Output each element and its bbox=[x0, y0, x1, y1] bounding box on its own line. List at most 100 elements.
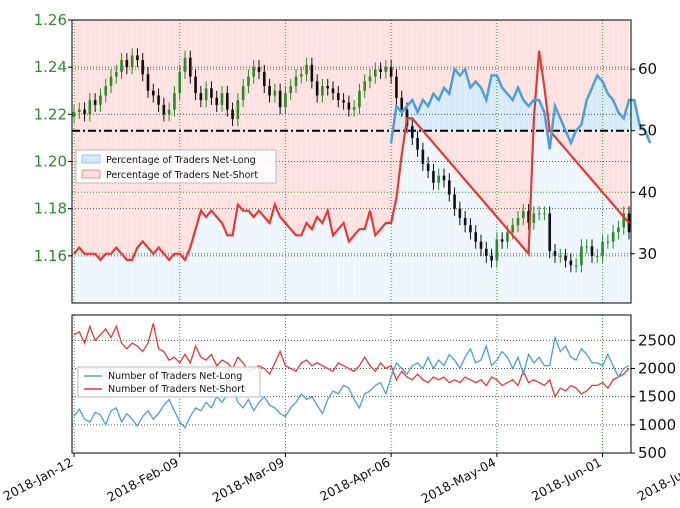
price-candle bbox=[151, 90, 155, 96]
price-candle bbox=[611, 232, 615, 242]
pct-tick-label: 60 bbox=[638, 60, 657, 78]
price-candle bbox=[315, 81, 319, 96]
price-candle bbox=[215, 97, 219, 105]
price-candle bbox=[252, 67, 256, 77]
price-candle bbox=[543, 213, 546, 215]
price-candle bbox=[321, 86, 324, 96]
legend-label-long: Percentage of Traders Net-Long bbox=[106, 155, 256, 166]
price-candle bbox=[210, 88, 213, 98]
x-tick-label: 2018-Apr-06 bbox=[317, 454, 392, 504]
price-candle bbox=[336, 93, 340, 101]
price-candle bbox=[125, 60, 129, 68]
price-candle bbox=[310, 64, 314, 82]
price-candle bbox=[458, 208, 462, 219]
price-candle bbox=[88, 100, 92, 115]
legend-label-count-short: Number of Traders Net-Short bbox=[108, 384, 245, 395]
price-candle bbox=[352, 107, 356, 110]
price-candle bbox=[93, 100, 97, 105]
legend-label-short: Percentage of Traders Net-Short bbox=[106, 170, 258, 181]
bottom-frame bbox=[71, 314, 632, 454]
count-long-line bbox=[73, 335, 630, 429]
count-tick-label: 2000 bbox=[638, 360, 676, 378]
pct-tick-label: 40 bbox=[638, 183, 657, 201]
price-candle bbox=[537, 213, 541, 215]
legend-box bbox=[77, 366, 261, 398]
price-candle bbox=[299, 74, 303, 77]
price-candle bbox=[157, 95, 160, 105]
price-candle bbox=[490, 255, 493, 261]
price-candle bbox=[368, 76, 372, 82]
price-candle bbox=[326, 86, 330, 89]
count-tick-label: 1500 bbox=[638, 388, 676, 406]
price-candle bbox=[437, 175, 441, 183]
net-short-line bbox=[73, 50, 630, 262]
price-candle bbox=[421, 149, 425, 164]
price-candle bbox=[400, 97, 404, 110]
price-candle bbox=[479, 241, 483, 249]
price-candle bbox=[305, 64, 308, 75]
price-candle bbox=[194, 76, 197, 94]
price-candle bbox=[173, 93, 176, 110]
bottom-legend: Number of Traders Net-Long Number of Trad… bbox=[77, 366, 261, 398]
x-tick-label: 2018-Jun-01 bbox=[529, 454, 604, 503]
price-candle bbox=[199, 93, 203, 101]
price-candle bbox=[262, 71, 266, 87]
price-candle bbox=[432, 170, 435, 183]
price-candle bbox=[426, 163, 430, 171]
price-candle bbox=[284, 93, 287, 108]
price-tick-label: 1.16 bbox=[34, 247, 67, 265]
price-candle bbox=[225, 93, 229, 110]
count-tick-label: 2500 bbox=[638, 331, 676, 349]
price-candle bbox=[564, 255, 567, 261]
price-candle bbox=[500, 239, 504, 242]
price-candle bbox=[130, 55, 134, 68]
price-candle bbox=[273, 90, 277, 96]
price-candle bbox=[548, 213, 552, 252]
legend-swatch-long bbox=[81, 154, 101, 164]
net-long-highlight bbox=[391, 69, 651, 150]
price-candle bbox=[373, 69, 377, 77]
price-candle bbox=[527, 211, 530, 223]
price-candle bbox=[77, 109, 81, 112]
price-candle bbox=[506, 232, 509, 242]
x-tick-label: 2018-Feb-09 bbox=[104, 454, 181, 504]
price-candle bbox=[463, 218, 467, 226]
price-tick-label: 1.26 bbox=[34, 11, 67, 29]
price-candle bbox=[590, 246, 594, 256]
price-candle bbox=[617, 227, 620, 233]
price-candle bbox=[416, 137, 419, 150]
price-candle bbox=[99, 95, 102, 105]
price-candle bbox=[453, 194, 456, 209]
top-legend: Percentage of Traders Net-Long Percentage… bbox=[75, 149, 277, 184]
price-candle bbox=[442, 175, 446, 181]
price-candle bbox=[569, 260, 573, 266]
count-short-line bbox=[73, 323, 630, 399]
top-panel: 1.16 1.18 1.20 1.22 1.24 1.26 30 40 50 60 Percenta… bbox=[34, 11, 657, 304]
price-candle bbox=[146, 74, 150, 91]
price-candle bbox=[558, 255, 562, 257]
legend-label-count-long: Number of Traders Net-Long bbox=[108, 371, 242, 382]
price-candle bbox=[141, 60, 145, 75]
price-candle bbox=[474, 232, 478, 242]
price-candle bbox=[511, 225, 515, 233]
price-candle bbox=[447, 180, 451, 195]
price-candle bbox=[553, 251, 557, 256]
price-candle bbox=[220, 93, 224, 105]
price-candle bbox=[109, 76, 113, 87]
price-tick-label: 1.20 bbox=[34, 153, 67, 171]
price-candle bbox=[268, 86, 271, 96]
count-tick-label: 500 bbox=[638, 444, 667, 462]
price-candle bbox=[347, 102, 351, 110]
price-candle bbox=[363, 81, 367, 91]
price-candle bbox=[241, 86, 245, 101]
x-tick-label: 2018-Jan-12 bbox=[1, 454, 76, 503]
price-candle bbox=[574, 265, 578, 267]
price-candle bbox=[469, 225, 472, 233]
price-tick-label: 1.24 bbox=[34, 58, 67, 76]
price-tick-label: 1.22 bbox=[34, 105, 67, 123]
pct-tick-label: 30 bbox=[638, 245, 657, 263]
count-tick-label: 1000 bbox=[638, 416, 676, 434]
bottom-panel: 500 1000 1500 2000 2500 Number of Traders Net… bbox=[71, 314, 676, 462]
price-candle bbox=[331, 88, 335, 94]
price-candle bbox=[294, 76, 298, 87]
